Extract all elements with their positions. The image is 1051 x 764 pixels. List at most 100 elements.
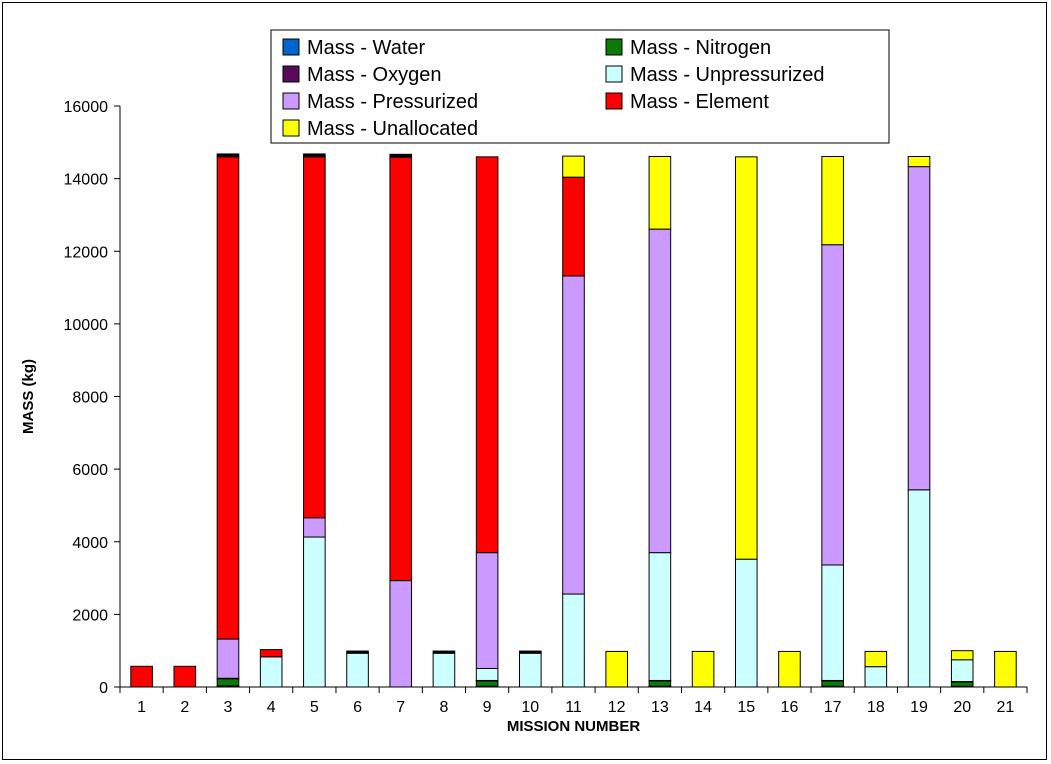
bar-segment-mass-element-mission-3 (216, 156, 240, 640)
bar-segment-mass-unallocated-mission-18 (864, 650, 888, 668)
x-axis-title: MISSION NUMBER (507, 718, 641, 735)
y-tick-label: 10000 (64, 317, 109, 334)
legend-swatch-mass-unpressurized (605, 65, 623, 83)
bar-segment-mass-pressurized-mission-13 (648, 228, 672, 554)
bar-cap-mission-3 (216, 153, 240, 158)
x-tick-label: 12 (608, 699, 626, 716)
legend-label-mass-water: Mass - Water (307, 37, 425, 59)
y-tick-label: 0 (99, 680, 108, 697)
bar-segment-mass-unallocated-mission-17 (821, 155, 844, 246)
bar-segment-mass-pressurized-mission-3 (216, 638, 240, 679)
x-tick-label: 16 (781, 699, 799, 716)
bar-cap-mission-10 (519, 650, 542, 654)
y-tick-label: 12000 (64, 244, 109, 261)
y-tick-label: 8000 (72, 390, 108, 407)
x-tick-label: 11 (565, 699, 582, 716)
bar-segment-mass-element-mission-4 (259, 649, 283, 658)
bar-segment-mass-unallocated-mission-12 (605, 650, 628, 688)
bar-segment-mass-element-mission-7 (389, 156, 413, 582)
bar-segment-mass-unpressurized-mission-10 (519, 652, 542, 688)
x-ticks-group: 1 2 3 4 5 6 7 8 9 10 11 12 13 14 15 16 17 18 19 20 21 (119, 687, 1028, 716)
bar-segment-mass-element-mission-5 (303, 156, 326, 519)
x-tick-label: 19 (910, 699, 928, 716)
bar-segment-mass-element-mission-1 (130, 665, 153, 688)
y-axis-title: MASS (kg) (20, 359, 37, 434)
bar-segment-mass-unallocated-mission-14 (691, 650, 715, 688)
bar-segment-mass-unpressurized-mission-19 (907, 489, 931, 688)
x-tick-label: 13 (651, 699, 669, 716)
bar-segment-mass-unpressurized-mission-13 (648, 552, 672, 681)
bar-segment-mass-pressurized-mission-5 (303, 517, 326, 538)
bar-segment-mass-nitrogen-mission-20 (950, 681, 974, 687)
bar-segment-mass-unpressurized-mission-6 (346, 652, 369, 688)
legend-swatch-mass-nitrogen (605, 38, 623, 56)
legend-label-mass-unallocated: Mass - Unallocated (307, 118, 478, 140)
bar-segment-mass-unpressurized-mission-9 (475, 667, 499, 681)
bar-segment-mass-unpressurized-mission-18 (864, 666, 888, 688)
bar-segment-mass-unpressurized-mission-11 (562, 593, 585, 688)
x-tick-label: 3 (224, 699, 233, 716)
y-ticks-group: 0 2000 4000 6000 8000 10000 12000 14000 16000 (64, 99, 120, 697)
bar-segment-mass-pressurized-mission-9 (475, 552, 499, 669)
bar-segment-mass-pressurized-mission-17 (821, 244, 844, 566)
x-tick-label: 2 (180, 699, 189, 716)
bar-segment-mass-unpressurized-mission-8 (432, 652, 456, 688)
legend-label-mass-nitrogen: Mass - Nitrogen (630, 37, 771, 59)
bar-segment-mass-unallocated-mission-20 (950, 650, 974, 661)
bar-segment-mass-unallocated-mission-16 (778, 650, 801, 688)
legend-swatch-mass-pressurized (282, 92, 300, 110)
legend-swatch-mass-unallocated (282, 119, 300, 137)
bar-segment-mass-unpressurized-mission-17 (821, 564, 844, 681)
bar-cap-mission-5 (303, 153, 326, 158)
bar-segment-mass-unpressurized-mission-5 (303, 536, 326, 688)
bar-segment-mass-nitrogen-mission-9 (475, 680, 499, 687)
legend-swatch-mass-element (605, 92, 623, 110)
bar-segment-mass-element-mission-11 (562, 176, 585, 277)
x-tick-label: 4 (267, 699, 276, 716)
bar-segment-mass-unallocated-mission-11 (562, 155, 585, 178)
y-tick-label: 2000 (72, 607, 108, 624)
y-tick-label: 16000 (64, 99, 109, 116)
x-tick-label: 10 (521, 699, 539, 716)
bar-segment-mass-unpressurized-mission-4 (259, 656, 283, 688)
x-tick-label: 7 (396, 699, 405, 716)
bar-cap-mission-7 (389, 153, 413, 158)
x-tick-label: 1 (137, 699, 146, 716)
legend-label-mass-element: Mass - Element (630, 91, 769, 113)
y-tick-label: 6000 (72, 462, 108, 479)
bar-segment-mass-unallocated-mission-19 (907, 155, 931, 168)
bars-group (130, 153, 1017, 688)
bar-segment-mass-pressurized-mission-11 (562, 275, 585, 595)
bar-cap-mission-6 (346, 650, 369, 654)
bar-segment-mass-pressurized-mission-7 (389, 580, 413, 688)
bar-segment-mass-unpressurized-mission-15 (734, 558, 758, 688)
x-tick-label: 5 (310, 699, 319, 716)
bar-cap-mission-8 (432, 650, 456, 654)
x-tick-label: 17 (824, 699, 842, 716)
legend-swatch-mass-water (282, 38, 300, 56)
bar-segment-mass-nitrogen-mission-17 (821, 680, 844, 687)
legend-label-mass-oxygen: Mass - Oxygen (307, 64, 441, 86)
x-tick-label: 20 (953, 699, 971, 716)
legend-swatch-mass-oxygen (282, 65, 300, 83)
x-tick-label: 6 (353, 699, 362, 716)
bar-segment-mass-nitrogen-mission-13 (648, 680, 672, 687)
bar-segment-mass-unallocated-mission-21 (994, 650, 1017, 688)
bar-segment-mass-pressurized-mission-19 (907, 166, 931, 491)
bar-segment-mass-element-mission-2 (173, 665, 197, 688)
bar-segment-mass-nitrogen-mission-3 (216, 678, 240, 687)
legend-label-mass-unpressurized: Mass - Unpressurized (630, 64, 825, 86)
x-tick-label: 21 (997, 699, 1015, 716)
x-tick-label: 14 (694, 699, 712, 716)
x-tick-label: 18 (867, 699, 885, 716)
bar-segment-mass-unallocated-mission-13 (648, 155, 672, 230)
bar-segment-mass-element-mission-9 (475, 156, 499, 554)
x-tick-label: 15 (737, 699, 755, 716)
y-tick-label: 4000 (72, 535, 108, 552)
bar-segment-mass-unpressurized-mission-20 (950, 659, 974, 683)
legend-label-mass-pressurized: Mass - Pressurized (307, 91, 478, 113)
bar-segment-mass-unallocated-mission-15 (734, 156, 758, 560)
y-tick-label: 14000 (64, 172, 109, 189)
